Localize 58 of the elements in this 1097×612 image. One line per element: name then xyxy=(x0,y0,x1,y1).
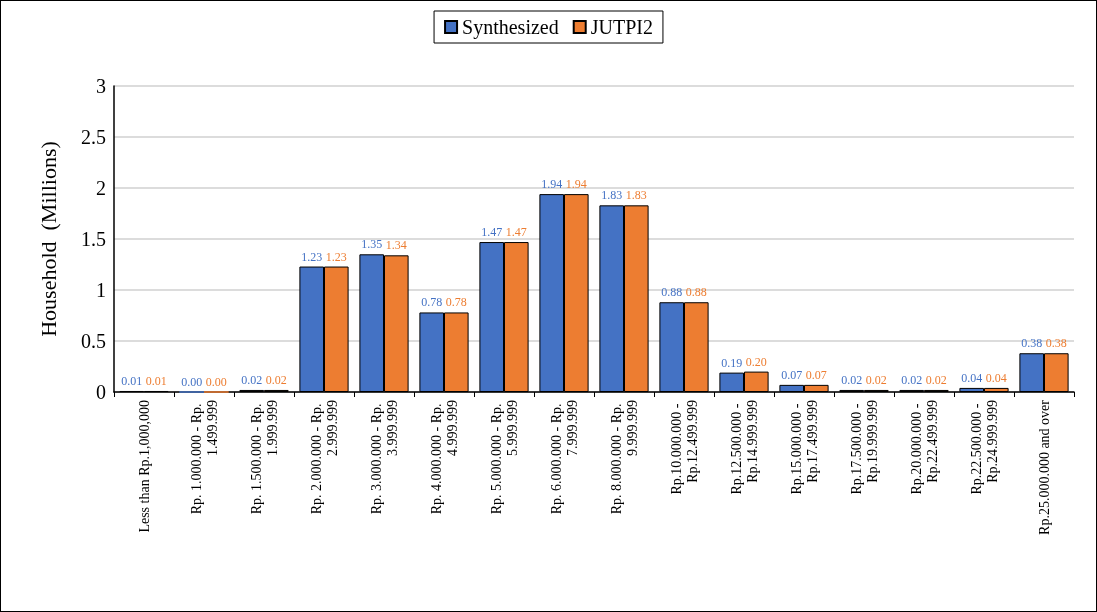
y-tick-label: 3 xyxy=(96,75,106,97)
data-label: 1.34 xyxy=(385,238,407,253)
data-label: 0.07 xyxy=(805,367,827,382)
data-label: 0.00 xyxy=(205,374,227,389)
data-label: 1.47 xyxy=(505,225,527,240)
x-tick-label: Rp.25.000.000 and over xyxy=(1036,399,1052,535)
data-label: 1.35 xyxy=(361,237,383,252)
x-tick-label: Rp.17.500.000 - Rp.19.999.999 xyxy=(848,400,880,495)
data-label: 1.83 xyxy=(625,188,647,203)
y-axis-title: Household (Millions) xyxy=(35,141,61,337)
x-tick-label: Rp. 1.000.000 - Rp. 1.499.999 xyxy=(188,400,220,515)
data-label: 0.78 xyxy=(421,295,443,310)
data-label: 1.83 xyxy=(601,188,623,203)
data-label: 0.01 xyxy=(121,373,143,388)
x-tick-label: Rp.20.000.000 - Rp.22.499.999 xyxy=(908,400,940,495)
data-label: 0.88 xyxy=(685,285,707,300)
y-tick-label: 2.5 xyxy=(81,126,106,148)
data-label: 0.78 xyxy=(445,295,467,310)
x-tick-label: Rp. 4.000.000 - Rp. 4.999.999 xyxy=(428,400,460,515)
legend-label: JUTPI2 xyxy=(590,16,653,38)
x-tick-label: Rp. 3.000.000 - Rp. 3.999.999 xyxy=(368,400,400,515)
x-tick-label: Rp.22.500.000 - Rp.24.999.999 xyxy=(968,400,1000,495)
x-tick-label: Rp.10.000.000 - Rp.12.499.999 xyxy=(668,400,700,495)
data-label: 0.02 xyxy=(865,372,887,387)
x-tick-label: Rp. 6.000.000 - Rp. 7.999.999 xyxy=(548,400,580,515)
data-label: 0.04 xyxy=(961,370,983,385)
data-label: 0.19 xyxy=(721,355,743,370)
data-label: 0.07 xyxy=(781,367,803,382)
data-label: 0.38 xyxy=(1045,336,1067,351)
x-tick-label: Rp. 1.500.000 - Rp. 1.999.999 xyxy=(248,400,280,515)
y-tick-label: 1 xyxy=(96,279,106,301)
y-tick-label: 0.5 xyxy=(81,330,106,352)
data-label: 0.38 xyxy=(1021,336,1043,351)
y-tick-label: 1.5 xyxy=(81,228,106,250)
data-label: 1.94 xyxy=(541,177,563,192)
data-label: 0.20 xyxy=(745,354,767,369)
data-label: 1.23 xyxy=(325,249,347,264)
data-label: 0.88 xyxy=(661,285,683,300)
x-tick-label: Rp. 8.000.000 - Rp. 9.999.999 xyxy=(608,400,640,515)
x-tick-label: Rp.15.000.000 - Rp.17.499.999 xyxy=(788,400,820,495)
data-label: 1.47 xyxy=(481,225,503,240)
y-tick-label: 2 xyxy=(96,177,106,199)
x-tick-label: Rp.12.500.000 - Rp.14.999.999 xyxy=(728,400,760,495)
data-label: 0.02 xyxy=(841,372,863,387)
data-label: 1.23 xyxy=(301,249,323,264)
data-label: 0.02 xyxy=(901,372,923,387)
data-label: 0.02 xyxy=(925,372,947,387)
data-label: 0.00 xyxy=(181,374,203,389)
y-tick-label: 0 xyxy=(96,381,106,403)
data-label: 1.94 xyxy=(565,177,587,192)
data-label: 0.01 xyxy=(145,373,167,388)
data-label: 0.04 xyxy=(985,370,1007,385)
x-tick-label: Rp. 5.000.000 - Rp. 5.999.999 xyxy=(488,400,520,515)
x-tick-label: Rp. 2.000.000 - Rp. 2.999.999 xyxy=(308,400,340,515)
legend-label: Synthesized xyxy=(462,16,559,39)
data-label: 0.02 xyxy=(265,372,287,387)
x-tick-label: Less than Rp.1,000,000 xyxy=(136,400,152,533)
data-label: 0.02 xyxy=(241,372,263,387)
